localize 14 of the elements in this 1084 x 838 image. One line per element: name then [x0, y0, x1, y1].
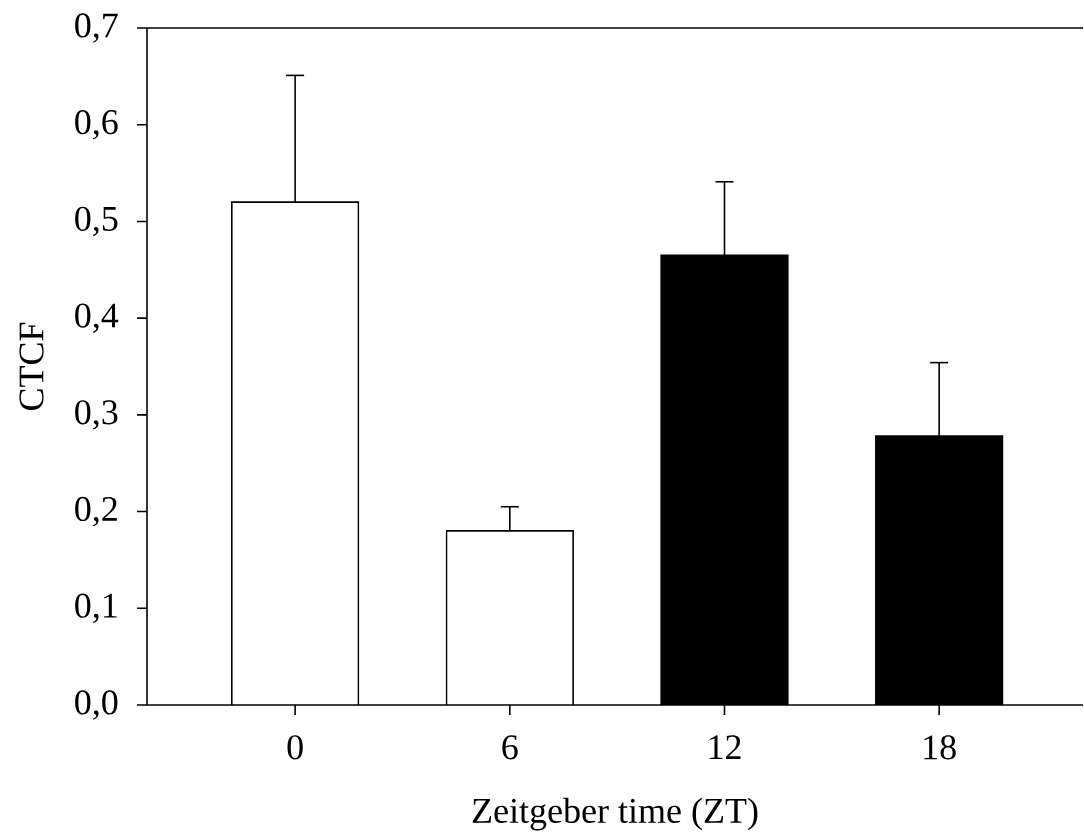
y-axis-title: CTCF — [19, 322, 44, 411]
y-tick-label: 0,7 — [75, 13, 118, 43]
x-tick-label: 12 — [709, 735, 741, 760]
x-tick-label: 18 — [924, 735, 956, 760]
y-tick-label: 0,1 — [75, 593, 117, 624]
y-tick-label: 0,2 — [75, 496, 117, 527]
y-tick-label: 0,3 — [75, 400, 118, 430]
x-tick-label: 6 — [502, 735, 518, 760]
y-tick-label: 0,4 — [75, 303, 119, 333]
y-tick-label: 0,0 — [75, 690, 118, 720]
y-tick-label: 0,5 — [75, 206, 118, 237]
x-axis-title: Zeitgeber time (ZT) — [472, 797, 758, 831]
x-tick-label: 0 — [287, 735, 303, 760]
y-tick-label: 0,6 — [75, 109, 118, 140]
